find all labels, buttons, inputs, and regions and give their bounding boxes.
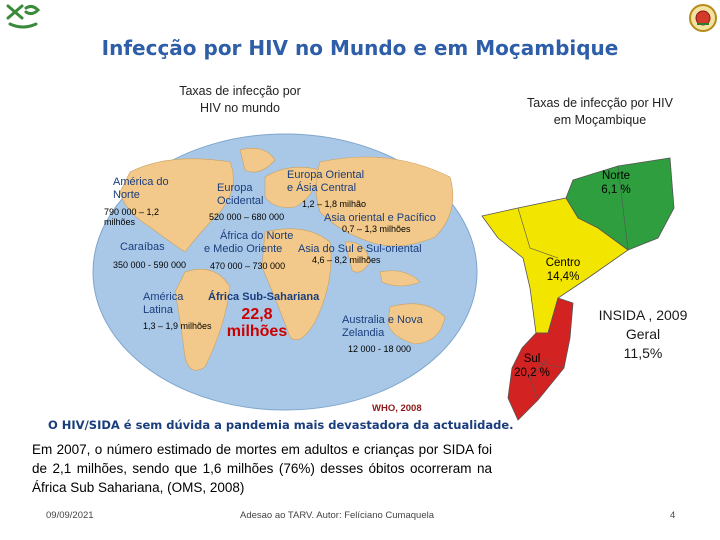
- region-western-europe-range: 520 000 – 680 000: [209, 212, 285, 222]
- region-latin-america-label: América Latina: [143, 291, 184, 316]
- land-asia: [315, 156, 454, 247]
- moz-south-label: Sul 20,2 %: [514, 353, 550, 379]
- mozambique-map-caption: Taxas de infecção por HIV em Moçambique: [527, 96, 673, 127]
- region-caribbean-label: Caraíbas: [120, 241, 165, 253]
- land-indonesia: [379, 270, 421, 287]
- moz-centre-label: Centro 14,4%: [545, 257, 581, 283]
- region-western-europe-label: Europa Ocidental: [217, 182, 264, 207]
- land-north-america: [119, 158, 234, 253]
- land-africa: [261, 228, 332, 341]
- footer-center-text: Adesao ao TARV. Autor: Felíciano Cumaque…: [240, 510, 434, 521]
- land-greenland: [239, 148, 276, 173]
- region-eastern-europe-label: Europa Oriental e Ásia Central: [287, 169, 365, 194]
- hiv-statement: O HIV/SIDA é sem dúvida a pandemia mais …: [48, 418, 514, 432]
- region-north-africa-range: 470 000 – 730 000: [210, 261, 286, 271]
- moz-centre-region: [481, 197, 629, 334]
- region-north-america-label: América do Norte: [113, 176, 169, 201]
- land-india: [344, 241, 371, 273]
- region-caribbean-range: 350 000 - 590 000: [113, 260, 187, 270]
- land-europe: [264, 166, 321, 208]
- insida-summary: INSIDA , 2009 Geral 11,5%: [598, 307, 688, 361]
- region-sub-saharan-label: África Sub-Sahariana: [208, 291, 320, 303]
- land-south-america: [174, 268, 231, 371]
- left-logo: [4, 2, 42, 32]
- region-sub-saharan-value: 22,8 milhões: [226, 306, 288, 340]
- moz-north-label: Norte 6,1 %: [601, 170, 631, 196]
- who-source: WHO, 2008: [372, 403, 422, 414]
- page-title: Infecção por HIV no Mundo e em Moçambiqu…: [101, 36, 619, 60]
- region-australia-label: Australia e Nova Zelandia: [342, 314, 423, 339]
- footer-date: 09/09/2021: [46, 510, 94, 521]
- region-eastern-europe-range: 1,2 – 1,8 milhão: [302, 199, 367, 209]
- land-australia: [387, 303, 446, 345]
- region-north-africa-label: África do Norte e Medio Oriente: [204, 230, 294, 255]
- region-east-asia-label: Asia oriental e Pacífico: [324, 212, 436, 224]
- mortality-paragraph: Em 2007, o número estimado de mortes em …: [32, 442, 492, 495]
- footer-page-number: 4: [670, 510, 676, 521]
- region-latin-america-range: 1,3 – 1,9 milhões: [143, 321, 212, 331]
- region-australia-range: 12 000 - 18 000: [348, 344, 412, 354]
- moz-south-region: [507, 297, 574, 421]
- region-north-america-range: 790 000 – 1,2 milhões: [104, 207, 160, 227]
- region-south-asia-range: 4,6 – 8,2 milhões: [312, 255, 381, 265]
- mozambique-map: [478, 138, 678, 428]
- right-emblem: [688, 2, 718, 34]
- region-east-asia-range: 0,7 – 1,3 milhões: [342, 224, 411, 234]
- world-map: [90, 132, 480, 412]
- region-south-asia-label: Asia do Sul e Sul-oriental: [298, 243, 422, 255]
- world-map-caption: Taxas de infecção por HIV no mundo: [179, 84, 301, 115]
